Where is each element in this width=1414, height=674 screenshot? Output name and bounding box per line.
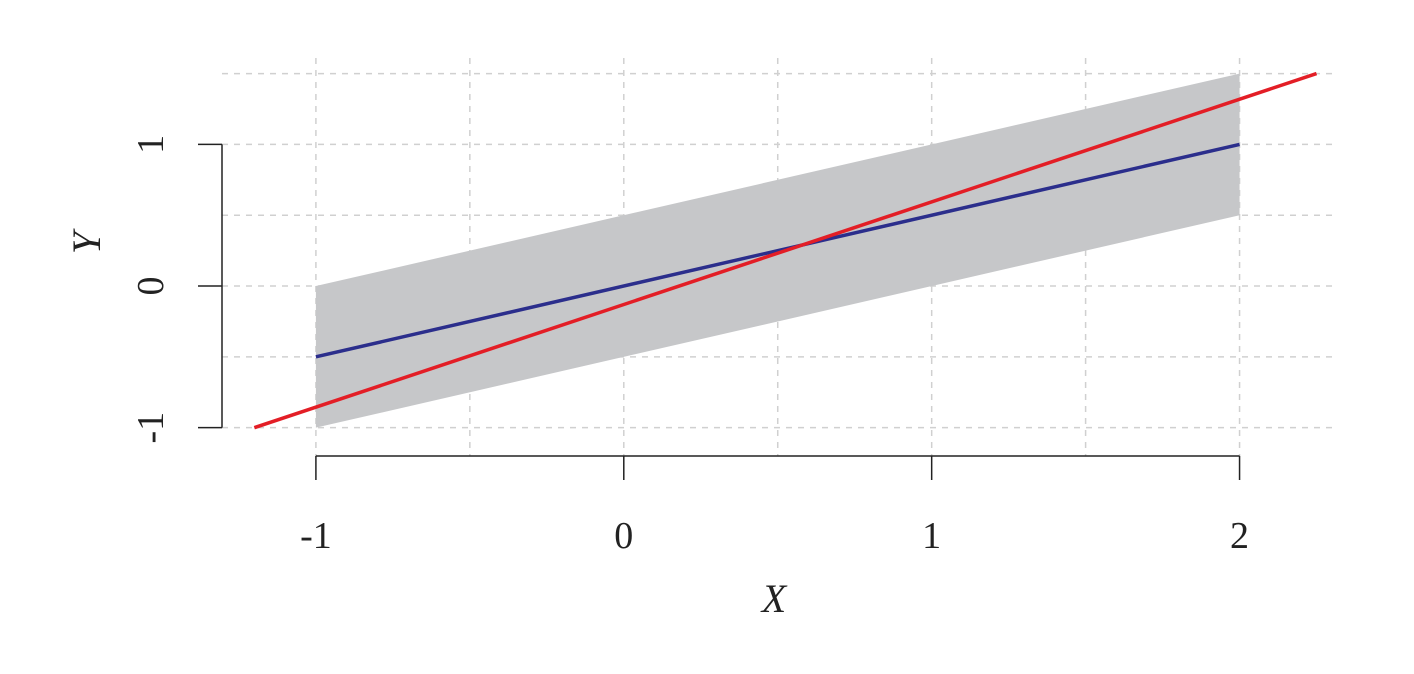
x-tick-label: -1 (300, 515, 332, 557)
x-tick-label: 1 (922, 515, 941, 557)
x-tick-label: 0 (614, 515, 633, 557)
x-tick-label: 2 (1230, 515, 1249, 557)
line (315, 142, 1240, 359)
y-tick-label: 1 (130, 135, 172, 154)
y-axis-label: Y (64, 228, 109, 254)
y-tick-label: 0 (130, 277, 172, 296)
y-tick-label: -1 (130, 412, 172, 444)
x-axis-label: X (760, 576, 788, 621)
line (253, 71, 1318, 430)
